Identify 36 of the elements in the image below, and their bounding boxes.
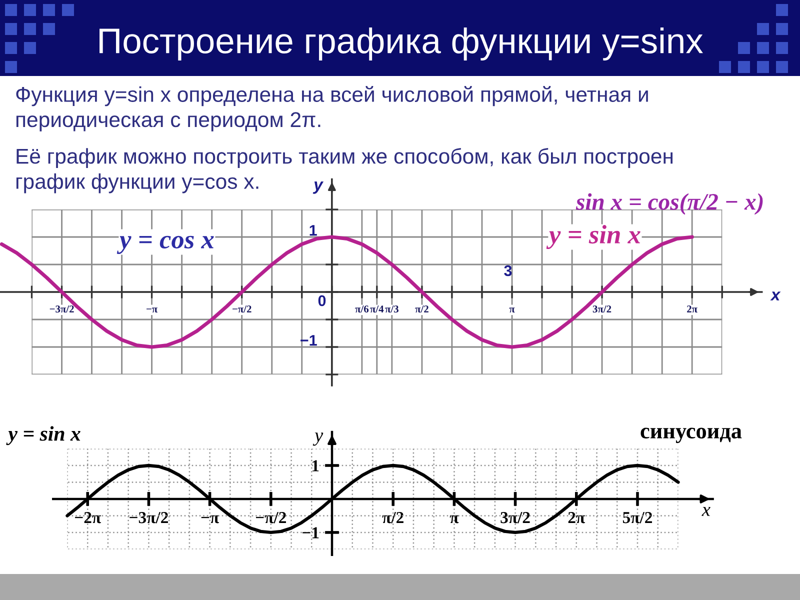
x-axis-title: x	[770, 292, 781, 300]
x-tick-label: π/2	[382, 512, 404, 524]
chart-title: Построение графика функции y=sinx	[100, 27, 703, 61]
x-tick-label: π	[509, 308, 515, 313]
x-tick-label: 3π/2	[592, 306, 612, 313]
y-axis-title: y	[312, 432, 324, 446]
x-tick-label: 3π/2	[500, 512, 530, 524]
x-tick-label: π/6	[355, 306, 369, 313]
y-tick-label: −1	[302, 527, 319, 538]
x-tick-label: −π/2	[256, 512, 286, 524]
x-tick-label: π/4	[370, 306, 384, 313]
annotation: синусоида	[640, 428, 742, 444]
x-tick-label: −π	[201, 515, 219, 524]
x-tick-label: π/3	[385, 306, 398, 313]
x-tick-label: π	[450, 515, 459, 524]
y-tick-label: 1	[312, 460, 319, 472]
x-tick-label: 5π/2	[622, 512, 652, 524]
x-tick-label: −π	[146, 308, 158, 313]
annotation: y = sin x	[546, 224, 640, 250]
annotation: y = cos x	[116, 236, 214, 254]
y-axis-title: y	[312, 182, 324, 194]
x-tick-label: 2π	[687, 306, 698, 313]
x-tick-label: 2π	[568, 512, 585, 524]
annotation: 3	[504, 265, 512, 276]
x-tick-label: −3π/2	[130, 512, 168, 524]
annotation: 0	[318, 295, 326, 306]
x-tick-label: −π/2	[232, 306, 252, 313]
x-tick-label: −3π/2	[50, 306, 74, 313]
x-tick-label: π/2	[415, 306, 428, 313]
chart-subtitle: Функция y=sin x определена на всей числовой прямой, четная и периодическая с периодом 2π.	[16, 86, 648, 132]
x-tick-label: −2π	[75, 512, 101, 524]
y-tick-label: 1	[310, 225, 317, 236]
y-tick-label: −1	[300, 335, 317, 346]
annotation: sin x = cos(π/2 − x)	[576, 193, 763, 215]
x-axis-title: x	[702, 507, 710, 516]
chart-title: y = sin x	[6, 426, 80, 446]
